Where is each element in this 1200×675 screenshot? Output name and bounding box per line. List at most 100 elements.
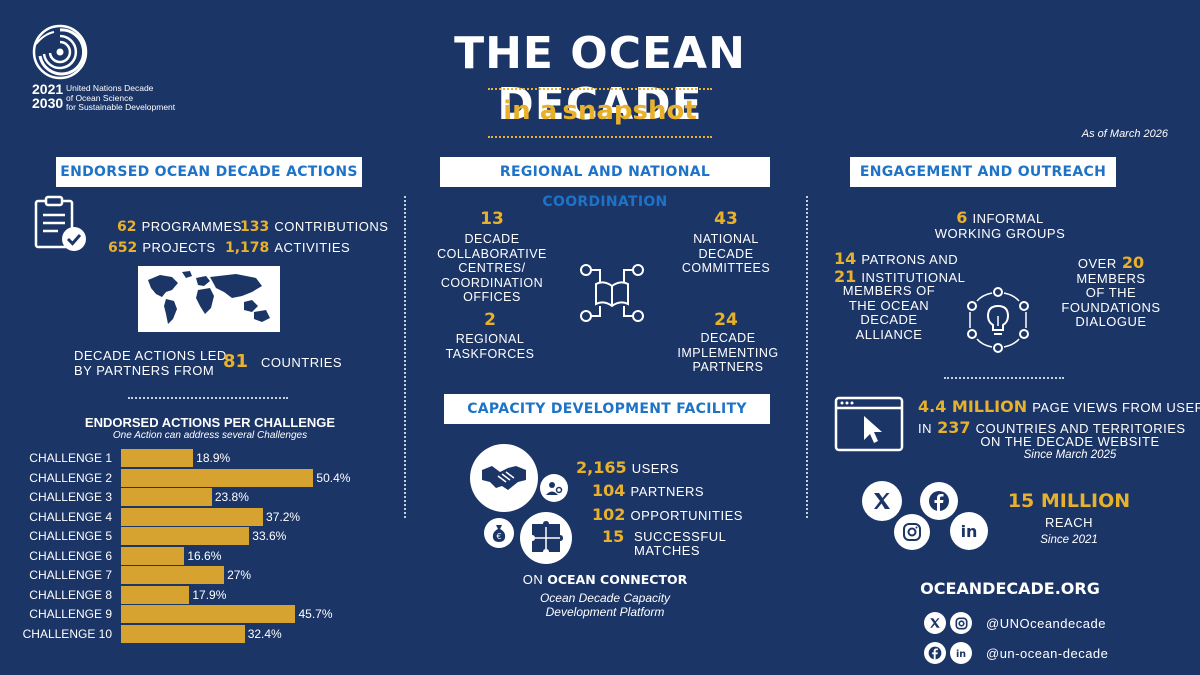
working-groups-label-1: INFORMAL	[972, 211, 1044, 226]
chart-bar	[121, 605, 296, 623]
lightbulb-cycle-icon	[964, 286, 1032, 354]
users-label: USERS	[631, 461, 679, 476]
website-link[interactable]: OCEANDECADE.ORG	[920, 579, 1100, 598]
rt-number: 2	[484, 310, 496, 330]
opportunities-number: 102	[592, 505, 626, 524]
chart-title: ENDORSED ACTIONS PER CHALLENGE	[84, 415, 336, 430]
chart-bar-row: CHALLENGE 9 45.7%	[0, 605, 380, 623]
chart-category-label: CHALLENGE 9	[29, 607, 112, 621]
chart-bar	[121, 585, 190, 604]
chart-bar	[121, 527, 250, 545]
working-groups-number: 6	[956, 208, 968, 227]
dcc-label-line: COLLABORATIVE	[437, 246, 547, 261]
chart-bar	[121, 566, 225, 584]
chart-bar-row: CHALLENGE 6 16.6%	[0, 546, 380, 565]
book-network-icon	[578, 262, 646, 324]
chart-value-label: 18.9%	[196, 451, 231, 465]
endorsed-actions-heading: ENDORSED OCEAN DECADE ACTIONS	[56, 157, 362, 187]
ndc-label-line: DECADE	[698, 246, 754, 261]
over-label: OVER	[1077, 256, 1117, 271]
institutional-label: INSTITUTIONAL	[861, 270, 966, 285]
chart-bar-row: CHALLENGE 7 27%	[0, 566, 380, 584]
dcc-number: 13	[480, 209, 504, 229]
matches-number: 15	[602, 527, 625, 546]
chart-bar	[121, 507, 264, 526]
linkedin-icon[interactable]: in	[950, 642, 972, 664]
chart-value-label: 27%	[227, 568, 252, 582]
contributions-stat: 133 CONTRIBUTIONS	[240, 216, 388, 235]
chart-value-label: 50.4%	[316, 470, 351, 485]
countries-led-line: DECADE ACTIONS LED	[74, 348, 227, 363]
logo-year-end: 2030	[32, 95, 64, 111]
chart-value-label: 32.4%	[247, 626, 282, 641]
foundations-label-line: FOUNDATIONS	[1061, 299, 1161, 315]
website-countries-label: COUNTRIES AND TERRITORIES	[975, 421, 1186, 436]
chart-value-label: 37.2%	[266, 509, 301, 524]
activities-label: ACTIVITIES	[274, 240, 351, 255]
partners-label: PARTNERS	[630, 484, 705, 499]
chart-bar-row: CHALLENGE 4 37.2%	[0, 507, 380, 526]
dcc-label: DECADE COLLABORATIVE CENTRES/ COORDINATI…	[428, 232, 556, 305]
countries-led-unit: COUNTRIES	[261, 355, 343, 370]
world-map	[138, 266, 280, 332]
ocean-connector: ON OCEAN CONNECTOR	[480, 572, 730, 587]
page-subtitle: in a snapshot	[488, 88, 712, 138]
page-title: THE OCEAN DECADE	[454, 28, 746, 130]
working-groups-stat: 6 INFORMAL WORKING GROUPS	[900, 208, 1100, 242]
divider	[128, 397, 288, 399]
chart-subtitle: One Action can address several Challenge…	[112, 430, 308, 441]
chart-bar	[121, 468, 314, 487]
world-map-icon	[148, 271, 270, 324]
rt-label-line: REGIONAL	[455, 332, 525, 346]
since-2021: Since 2021	[1040, 534, 1098, 546]
partners-number: 104	[592, 481, 626, 500]
chart-bar-row: CHALLENGE 2 50.4%	[0, 468, 380, 487]
logo-text-line: of Ocean Science	[66, 92, 134, 103]
dip-label-line: DECADE	[700, 331, 756, 345]
patrons-stat: 14 PATRONS AND	[834, 249, 958, 268]
chart-category-label: CHALLENGE 2	[29, 470, 112, 485]
alliance-label-line: ALLIANCE	[855, 326, 923, 342]
platform-description: Ocean Decade Capacity Development Platfo…	[480, 591, 730, 619]
chart-category-label: CHALLENGE 3	[29, 490, 112, 504]
users-stat: 2,165 USERS	[576, 458, 679, 477]
platform-line: Ocean Decade Capacity	[539, 591, 671, 605]
instagram-icon[interactable]	[950, 612, 972, 634]
ocean-connector-name: OCEAN CONNECTOR	[547, 572, 688, 587]
regional-coordination-heading: REGIONAL AND NATIONAL COORDINATION	[440, 157, 770, 210]
working-groups-label-2: WORKING GROUPS	[934, 226, 1066, 241]
chart-category-label: CHALLENGE 6	[29, 548, 112, 563]
matches-label-line: MATCHES	[634, 543, 701, 558]
contributions-number: 133	[240, 219, 270, 235]
x-icon[interactable]	[924, 612, 946, 634]
ocean-decade-logo-icon	[32, 24, 88, 80]
countries-led-number: 81	[223, 351, 249, 372]
countries-led-line: BY PARTNERS FROM	[74, 363, 215, 378]
institutional-stat: 21 INSTITUTIONAL	[834, 267, 965, 286]
browser-cursor-icon	[834, 396, 904, 452]
chart-value-label: 45.7%	[298, 607, 333, 621]
reach-number: 15 MILLION	[1007, 490, 1131, 512]
divider	[404, 196, 406, 518]
programmes-stat: 62 PROGRAMMES	[117, 216, 242, 235]
page-views-stat: 4.4 MILLION PAGE VIEWS FROM USERS	[918, 397, 1200, 416]
opportunities-label: OPPORTUNITIES	[630, 508, 743, 523]
website-countries-stat: IN 237 COUNTRIES AND TERRITORIES	[918, 418, 1186, 437]
logo-year-start: 2021	[32, 81, 64, 97]
foundations-label-line: DIALOGUE	[1075, 314, 1147, 329]
chart-bar-row: CHALLENGE 3 23.8%	[0, 488, 380, 506]
opportunities-stat: 102 OPPORTUNITIES	[592, 505, 743, 524]
user-gear-icon	[540, 474, 568, 502]
engagement-outreach-heading: ENGAGEMENT AND OUTREACH	[850, 157, 1116, 187]
instagram-icon	[894, 514, 930, 550]
social-handle-link[interactable]: @un-ocean-decade	[986, 646, 1109, 661]
chart-category-label: CHALLENGE 4	[29, 509, 112, 524]
dcc-label-line: OFFICES	[463, 290, 521, 304]
social-handle-link[interactable]: @UNOceandecade	[986, 616, 1106, 631]
facebook-icon[interactable]	[924, 642, 946, 664]
svg-text:in: in	[956, 649, 966, 660]
chart-category-label: CHALLENGE 1	[29, 451, 112, 465]
chart-bar-row: CHALLENGE 8 17.9%	[0, 585, 380, 604]
in-label: IN	[918, 421, 932, 436]
on-label: ON	[522, 572, 544, 587]
